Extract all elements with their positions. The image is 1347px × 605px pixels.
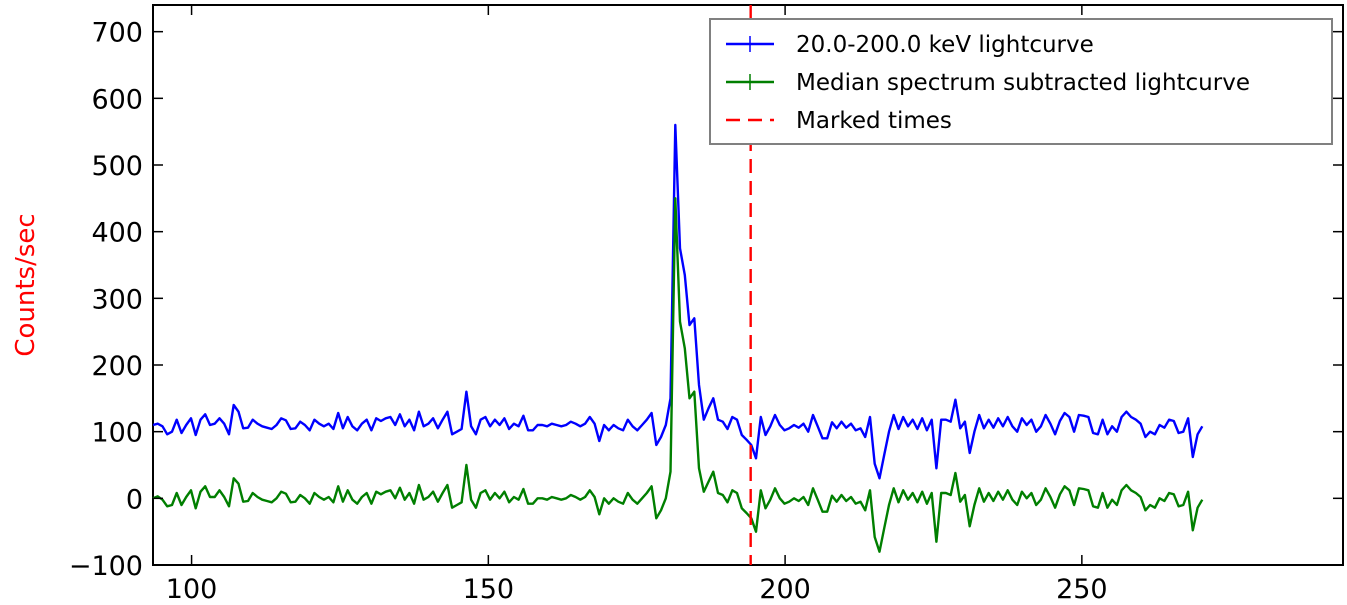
y-tick-label: 700 bbox=[91, 18, 143, 49]
legend-entry: Marked times bbox=[726, 108, 952, 134]
x-tick-label: 200 bbox=[759, 574, 811, 605]
legend: 20.0-200.0 keV lightcurve Median spectrum… bbox=[709, 18, 1333, 145]
x-tick-label: 150 bbox=[463, 574, 515, 605]
y-axis-label: Counts/sec bbox=[11, 213, 41, 356]
y-tick-label: 200 bbox=[91, 351, 143, 382]
plot-frame bbox=[152, 4, 1344, 566]
plot-area: 100 150 200 250 −100 0 100 200 300 400 500 600 700 bbox=[69, 4, 1344, 605]
tick-layer: 100 150 200 250 −100 0 100 200 300 400 500 600 700 bbox=[69, 5, 1343, 605]
y-tick-label: 600 bbox=[91, 84, 143, 115]
y-tick-label: 0 bbox=[126, 484, 143, 515]
legend-entry: 20.0-200.0 keV lightcurve bbox=[726, 32, 1094, 58]
y-tick-label: 500 bbox=[91, 151, 143, 182]
series-line-2 bbox=[152, 197, 1204, 553]
y-tick-label: −100 bbox=[69, 551, 143, 582]
legend-label: Median spectrum subtracted lightcurve bbox=[796, 70, 1250, 96]
x-tick-label: 100 bbox=[166, 574, 218, 605]
legend-label: Marked times bbox=[796, 108, 952, 134]
series-layer bbox=[152, 123, 1204, 553]
y-tick-label: 400 bbox=[91, 218, 143, 249]
legend-entry: Median spectrum subtracted lightcurve bbox=[726, 70, 1250, 96]
series-line-1 bbox=[152, 123, 1204, 480]
y-tick-label: 100 bbox=[91, 418, 143, 449]
legend-label: 20.0-200.0 keV lightcurve bbox=[796, 32, 1094, 58]
x-tick-label: 250 bbox=[1056, 574, 1108, 605]
y-tick-label: 300 bbox=[91, 284, 143, 315]
legend-box bbox=[709, 18, 1333, 145]
